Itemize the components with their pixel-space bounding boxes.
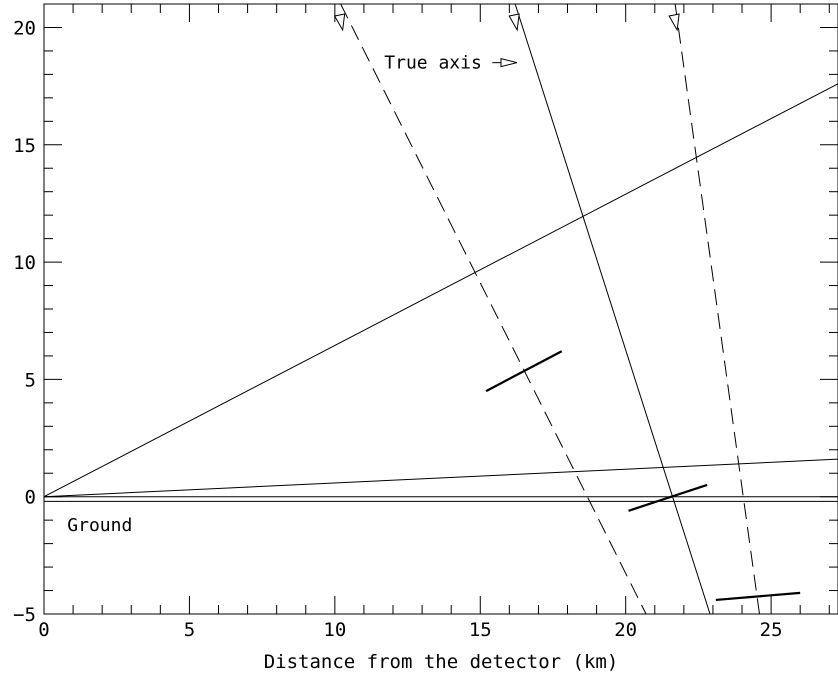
x-tick-label: 20 <box>614 619 637 641</box>
tick-marks <box>43 3 838 615</box>
series-line-solid <box>514 4 711 614</box>
plot-frame <box>43 3 838 615</box>
series-line-dashed <box>674 4 760 614</box>
series-line-solid <box>44 458 838 498</box>
arrow-marker <box>668 13 680 32</box>
series-line-thick <box>485 350 563 393</box>
x-tick-label: 15 <box>469 619 492 641</box>
annotation-arrow-head <box>500 58 518 68</box>
x-tick-label: 0 <box>38 619 49 641</box>
series-line-dashed <box>340 4 647 614</box>
annotation-ground: Ground <box>67 515 132 536</box>
series-line-thick <box>715 591 801 602</box>
series-line-thick <box>628 483 708 512</box>
y-tick-label: 0 <box>25 487 36 509</box>
y-tick-label: −5 <box>13 604 36 626</box>
y-tick-label: 10 <box>13 252 36 274</box>
arrow-marker <box>333 13 346 32</box>
y-tick-label: 5 <box>25 369 36 391</box>
x-tick-label: 10 <box>323 619 346 641</box>
arrow-marker <box>508 13 520 32</box>
x-axis-label: Distance from the detector (km) <box>264 651 619 673</box>
series-lines <box>44 4 838 614</box>
y-tick-label: 20 <box>13 17 36 39</box>
x-tick-label: 25 <box>760 619 783 641</box>
x-tick-label: 5 <box>184 619 195 641</box>
arrow-markers <box>333 13 680 32</box>
annotation-true-axis: True axis <box>384 53 482 74</box>
annotation-arrow <box>492 58 518 68</box>
series-line-solid <box>44 83 838 498</box>
y-tick-label: 15 <box>13 135 36 157</box>
